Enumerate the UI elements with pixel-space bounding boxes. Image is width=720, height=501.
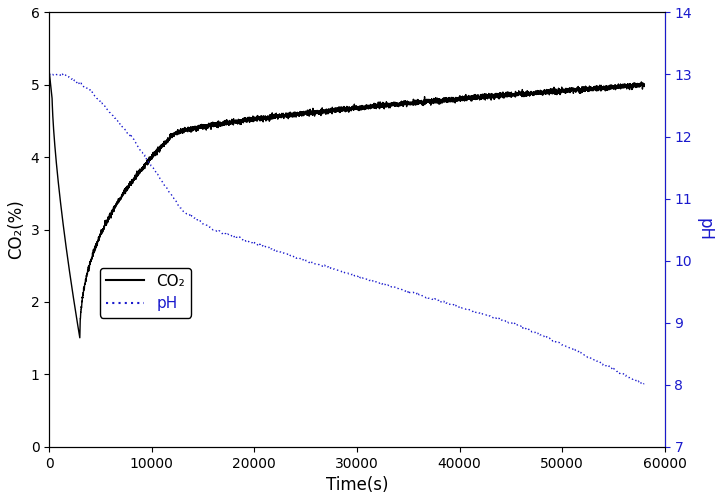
pH	[497, 318, 505, 324]
pH	[558, 342, 567, 348]
pH	[82, 85, 91, 91]
CO₂	[153, 145, 161, 151]
pH	[425, 295, 433, 301]
CO₂	[76, 335, 84, 341]
Y-axis label: pH: pH	[695, 218, 713, 241]
CO₂	[534, 88, 543, 94]
X-axis label: Time(s): Time(s)	[325, 476, 388, 494]
CO₂	[640, 81, 649, 87]
CO₂	[272, 113, 281, 119]
pH	[639, 382, 647, 388]
CO₂	[432, 98, 441, 104]
Line: CO₂: CO₂	[49, 70, 644, 338]
pH	[640, 381, 649, 387]
pH	[407, 289, 415, 295]
CO₂	[402, 100, 410, 106]
pH	[391, 284, 400, 290]
CO₂	[489, 93, 498, 99]
Y-axis label: CO₂(%): CO₂(%)	[7, 200, 25, 260]
pH	[45, 71, 53, 77]
pH	[47, 71, 55, 77]
Line: pH: pH	[49, 74, 644, 385]
Legend: CO₂, pH: CO₂, pH	[100, 268, 192, 318]
CO₂	[45, 67, 53, 73]
